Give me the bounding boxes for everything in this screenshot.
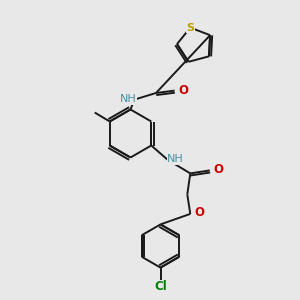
Text: O: O [194,206,204,220]
Text: O: O [178,83,188,97]
Text: Cl: Cl [154,280,167,293]
Text: NH: NH [167,154,184,164]
Text: O: O [213,163,223,176]
Text: S: S [186,22,194,33]
Text: NH: NH [119,94,136,104]
